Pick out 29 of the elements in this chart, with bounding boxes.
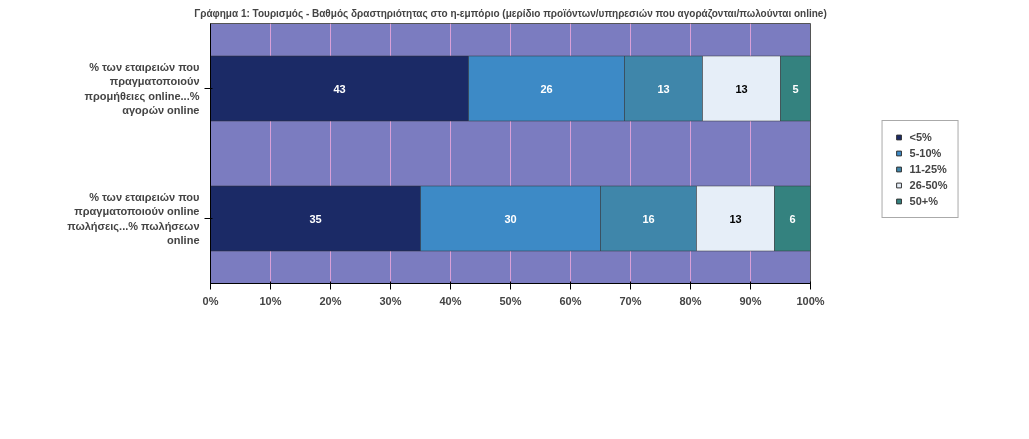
legend-label: 50+% [909,194,938,207]
data-label: 5 [792,82,799,95]
data-label: 13 [729,212,742,225]
y-tick-label: % των εταιρειών που πραγματοποιούν προμήθειες online...% αγορών online [84,60,200,117]
data-label: 35 [309,212,322,225]
data-label: 30 [504,212,517,225]
x-tick-label: 30% [379,294,402,307]
x-tick-label: 0% [202,294,219,307]
data-label: 43 [333,82,346,95]
x-tick-label: 80% [679,294,702,307]
data-label: 13 [657,82,670,95]
legend-label: 26-50% [909,178,948,191]
y-tick-label: % των εταιρειών που πραγματοποιούν online πωλήσεις...% πωλήσεων online [67,190,200,247]
x-tick-label: 100% [796,294,825,307]
data-label: 13 [735,82,748,95]
x-tick-label: 50% [499,294,522,307]
x-tick-label: 40% [439,294,462,307]
legend-label: 5-10% [909,146,942,159]
x-tick-label: 10% [259,294,282,307]
x-tick-label: 20% [319,294,342,307]
legend-label: 11-25% [909,162,947,175]
data-label: 26 [540,82,553,95]
x-tick-label: 90% [739,294,762,307]
legend-label: <5% [909,130,932,143]
x-tick-label: 70% [619,294,642,307]
data-label: 16 [642,212,655,225]
chart-title: Γράφημα 1: Τουρισμός - Βαθμός δραστηριότητας στο η-εμπόριο (μερίδιο προϊόντων/υπηρεσιών που αγοράζονται/πωλούνται online) [194,7,827,20]
data-label: 6 [789,212,796,225]
x-tick-label: 60% [559,294,582,307]
